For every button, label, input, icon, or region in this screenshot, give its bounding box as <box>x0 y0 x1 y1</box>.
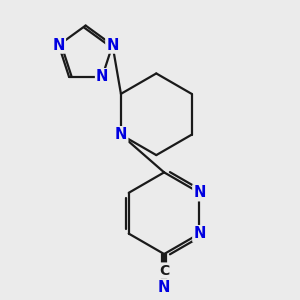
Text: N: N <box>115 127 127 142</box>
Text: C: C <box>159 263 169 278</box>
Text: N: N <box>106 38 119 52</box>
Text: N: N <box>158 280 170 295</box>
Text: N: N <box>52 38 65 52</box>
Text: N: N <box>96 69 108 84</box>
Text: N: N <box>115 127 127 142</box>
Text: N: N <box>193 226 206 241</box>
Text: N: N <box>193 185 206 200</box>
